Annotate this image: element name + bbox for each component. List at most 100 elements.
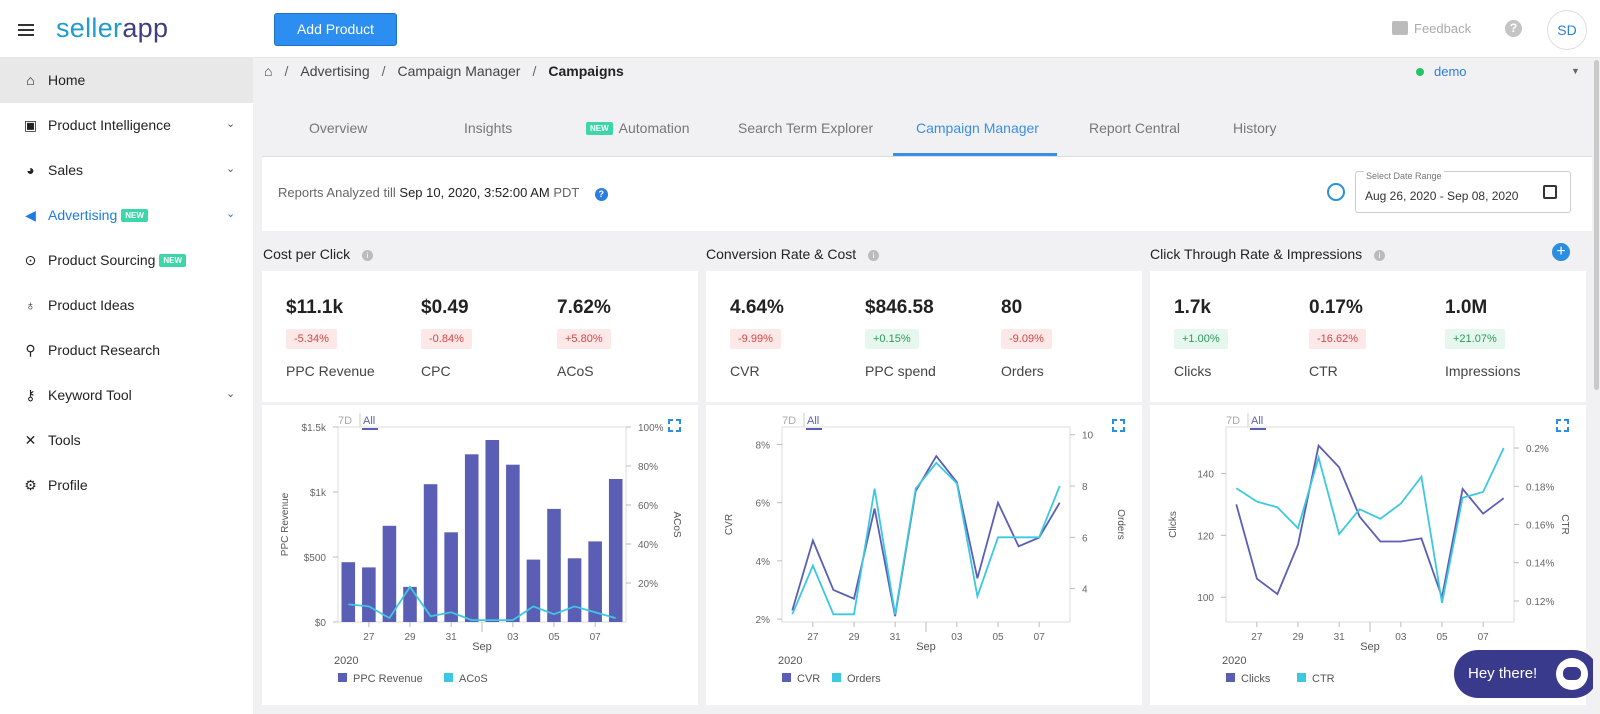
right-tick-label: 10	[1082, 431, 1094, 442]
x-tick-label: 31	[890, 632, 902, 643]
account-name: demo	[1434, 64, 1467, 79]
metric-value: $0.49	[421, 297, 469, 318]
chat-widget-button[interactable]: Hey there!	[1454, 650, 1598, 698]
metric-value: 80	[1001, 297, 1023, 318]
account-selector[interactable]: demo	[1416, 64, 1467, 79]
sidebar-item-label: Keyword Tool	[48, 387, 132, 403]
section-title-conversion: Conversion Rate & Cost i	[706, 246, 880, 262]
breadcrumb-campaign-manager[interactable]: Campaign Manager	[397, 63, 521, 79]
new-badge: NEW	[159, 254, 187, 267]
feedback-icon	[1392, 21, 1408, 35]
right-axis-title: Orders	[1115, 509, 1126, 540]
sidebar-item-profile[interactable]: ⚙ Profile	[0, 463, 253, 508]
metric-label: CTR	[1309, 363, 1338, 379]
calendar-icon[interactable]	[1543, 185, 1557, 199]
avatar[interactable]: SD	[1547, 10, 1587, 50]
help-icon[interactable]: ?	[594, 188, 608, 201]
date-range-picker[interactable]: Select Date Range Aug 26, 2020 - Sep 08,…	[1355, 171, 1571, 213]
sidebar-item-product-intelligence[interactable]: ▣ Product Intelligence ⌄	[0, 103, 253, 148]
sidebar-item-advertising[interactable]: ◀ Advertising NEW ⌄	[0, 193, 253, 238]
megaphone-icon: ◀	[25, 207, 36, 223]
home-icon[interactable]: ⌂	[264, 63, 273, 79]
x-tick-label: 27	[807, 632, 819, 643]
metric-delta: -0.84%	[421, 329, 472, 349]
tab-history[interactable]: History	[1233, 120, 1277, 136]
expand-icon[interactable]	[1112, 419, 1125, 432]
legend-label: ACoS	[459, 673, 488, 685]
feedback-button[interactable]: Feedback	[1392, 21, 1471, 36]
expand-icon[interactable]	[1556, 419, 1569, 432]
metric-delta: +0.15%	[865, 329, 919, 349]
chart-cpc: 7D All $0 $500 $1k $1.5k 20% 40% 60% 80% 100% PPC R…	[280, 413, 682, 685]
sidebar-item-label: Tools	[48, 432, 81, 448]
add-widget-button[interactable]: +	[1552, 243, 1570, 261]
metric-delta: -16.62%	[1309, 329, 1366, 349]
bar	[506, 464, 520, 622]
breadcrumb-advertising[interactable]: Advertising	[300, 63, 370, 79]
sidebar-item-product-ideas[interactable]: ♁ Product Ideas	[0, 283, 253, 328]
legend-swatch	[444, 673, 453, 682]
report-bar: Reports Analyzed till Sep 10, 2020, 3:52…	[262, 157, 1592, 231]
scrollbar[interactable]	[1593, 58, 1600, 714]
legend-swatch	[1297, 673, 1306, 682]
plot-frame	[1225, 426, 1515, 623]
metric-label: Orders	[1001, 363, 1044, 379]
sidebar-item-keyword-tool[interactable]: ⚷ Keyword Tool ⌄	[0, 373, 253, 418]
right-axis-title: ACoS	[671, 511, 682, 537]
x-tick-label: 03	[951, 632, 963, 643]
metric: 7.62% +5.80% ACoS	[557, 297, 611, 379]
sidebar-item-tools[interactable]: ✕ Tools	[0, 418, 253, 463]
metrics-card-conversion: 4.64% -9.99% CVR $846.58 +0.15% PPC spend 80…	[706, 271, 1142, 402]
tab-report-central[interactable]: Report Central	[1089, 120, 1181, 136]
sidebar-item-sales[interactable]: ◕ Sales ⌄	[0, 148, 253, 193]
sidebar-item-product-research[interactable]: ⚲ Product Research	[0, 328, 253, 373]
chevron-down-icon: ⌄	[226, 388, 236, 400]
bar	[362, 567, 376, 622]
x-tick-label: 05	[548, 632, 560, 643]
left-axis-title: Clicks	[1168, 511, 1179, 538]
tools-icon: ✕	[24, 432, 37, 448]
toggle-all: All	[1251, 415, 1263, 427]
toggle-all: All	[807, 415, 819, 427]
expand-icon[interactable]	[668, 419, 681, 432]
left-axis-title: PPC Revenue	[280, 492, 291, 556]
add-product-button[interactable]: Add Product	[274, 13, 397, 46]
bar	[403, 586, 417, 622]
reports-analyzed: Reports Analyzed till Sep 10, 2020, 3:52…	[278, 185, 608, 201]
refresh-icon[interactable]	[1327, 183, 1345, 201]
left-tick-label: 140	[1197, 469, 1214, 480]
info-icon[interactable]: i	[868, 250, 880, 261]
metric-value: $11.1k	[286, 297, 344, 318]
legend-label: CTR	[1312, 673, 1335, 685]
sidebar-item-label: Product Ideas	[48, 297, 135, 313]
right-tick-label: 20%	[638, 579, 658, 590]
sidebar-item-product-sourcing[interactable]: ⊙ Product Sourcing NEW	[0, 238, 253, 283]
bar	[526, 559, 541, 622]
sidebar-item-home[interactable]: ⌂ Home	[0, 58, 253, 103]
plot-frame	[337, 426, 627, 623]
menu-icon[interactable]	[18, 24, 34, 36]
bar	[567, 558, 582, 622]
section-title-text: Click Through Rate & Impressions	[1150, 246, 1363, 262]
tab-automation[interactable]: NEW Automation	[586, 120, 690, 136]
tab-campaign-manager[interactable]: Campaign Manager	[916, 120, 1039, 136]
sourcing-icon: ⊙	[24, 252, 37, 268]
legend-label: Orders	[847, 673, 881, 685]
x-tick-label: 03	[1395, 632, 1407, 643]
sidebar-item-label: Product Sourcing	[48, 252, 156, 268]
metric-label: PPC spend	[865, 363, 936, 379]
metric-delta: -5.34%	[286, 329, 337, 349]
tab-insights[interactable]: Insights	[464, 120, 513, 136]
right-tick-label: 6	[1082, 533, 1088, 544]
right-tick-label: 0.2%	[1526, 444, 1549, 455]
legend-swatch	[832, 673, 841, 682]
tab-overview[interactable]: Overview	[309, 120, 368, 136]
legend-label: CVR	[797, 673, 820, 685]
metric-value: 0.17%	[1309, 297, 1363, 318]
logo[interactable]: sellerapp	[56, 13, 168, 44]
info-icon[interactable]: i	[362, 250, 374, 261]
chevron-down-icon[interactable]: ▼	[1571, 66, 1580, 76]
tab-search-term-explorer[interactable]: Search Term Explorer	[738, 120, 874, 136]
info-icon[interactable]: i	[1374, 250, 1386, 261]
help-icon[interactable]: ?	[1505, 20, 1522, 37]
